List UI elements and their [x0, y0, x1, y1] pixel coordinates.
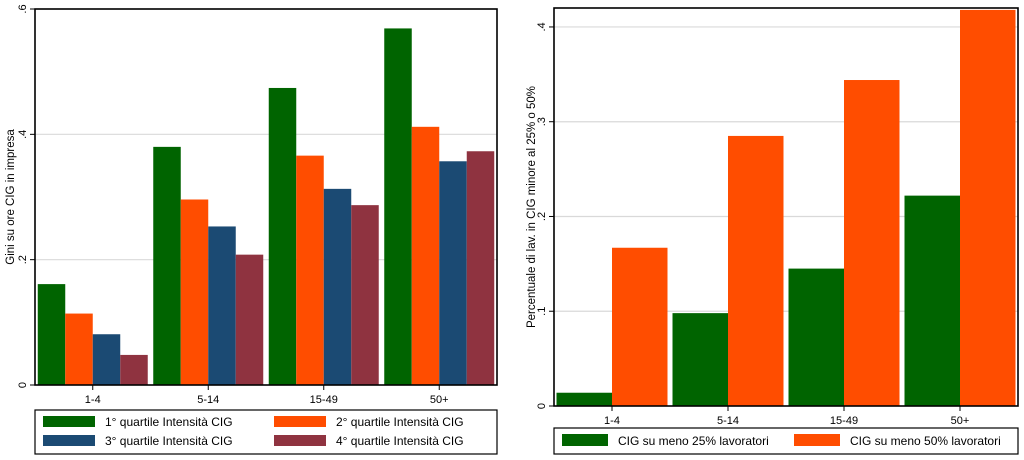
bar-1-4-series-1 — [556, 392, 612, 406]
y-axis-label: Percentuale di lav. in CIG minore al 25%… — [526, 86, 538, 328]
bar-1-4-series-1 — [37, 284, 66, 385]
bar-50+-series-1 — [384, 28, 412, 385]
y-tick-label: 0 — [17, 382, 29, 388]
y-tick-label: .6 — [17, 4, 29, 13]
bar-1-4-series-2 — [65, 313, 93, 385]
bar-5-14-series-3 — [208, 226, 236, 385]
chart-panel-2: 0 .1 .2 .3 .4 1-4 5-14 15-49 50+ Percentuale di l… — [526, 7, 1019, 455]
legend-label-4: 4° quartile Intensità CIG — [336, 434, 464, 448]
legend-box — [553, 427, 1019, 455]
legend-swatch-1 — [43, 416, 95, 427]
bar-15-49-series-1 — [788, 268, 844, 406]
x-tick-label: 5-14 — [197, 394, 219, 406]
bar-5-14-series-2 — [728, 135, 784, 406]
x-tick-label: 50+ — [430, 394, 449, 406]
bar-15-49-series-2 — [844, 80, 900, 407]
x-tick-label: 1-4 — [604, 415, 620, 427]
y-tick-label: .2 — [17, 255, 29, 264]
bar-50+-series-4 — [466, 151, 495, 385]
y-tick-label: 0 — [536, 403, 548, 409]
bar-50+-series-3 — [439, 161, 467, 385]
bar-50+-series-2 — [960, 9, 1016, 407]
legend-label-3: 3° quartile Intensità CIG — [105, 434, 233, 448]
x-tick-label: 5-14 — [717, 415, 739, 427]
chart-panel-1: 0 .2 .4 .6 1-4 5-14 15-49 50+ Gini su ore CIG in… — [5, 4, 498, 455]
y-tick-label: .4 — [17, 130, 29, 139]
x-tick-label: 50+ — [951, 415, 970, 427]
legend-swatch-2 — [274, 416, 326, 427]
y-axis-label: Gini su ore CIG in impresa — [5, 129, 17, 265]
legend-box — [34, 409, 498, 455]
bar-1-4-series-4 — [120, 354, 148, 385]
bar-5-14-series-2 — [180, 199, 209, 385]
bar-50+-series-1 — [904, 195, 960, 406]
legend-swatch-4 — [274, 435, 326, 446]
y-tick-label: .3 — [536, 117, 548, 126]
y-tick-label: .2 — [536, 212, 548, 221]
bar-15-49-series-2 — [296, 155, 324, 385]
bar-15-49-series-1 — [268, 87, 297, 386]
y-tick-label: .1 — [536, 307, 548, 316]
plot-frame — [553, 7, 1019, 407]
x-tick-label: 15-49 — [310, 394, 338, 406]
plot-frame — [34, 8, 498, 386]
legend-label-1: 1° quartile Intensità CIG — [105, 415, 233, 429]
bar-15-49-series-3 — [323, 188, 352, 385]
bar-15-49-series-4 — [351, 205, 379, 385]
legend-label-2: 2° quartile Intensità CIG — [336, 415, 464, 429]
bar-5-14-series-1 — [153, 146, 181, 385]
bar-50+-series-2 — [411, 126, 440, 386]
legend-swatch-1 — [562, 434, 608, 446]
legend-swatch-3 — [43, 435, 95, 446]
bar-5-14-series-4 — [235, 254, 264, 385]
x-tick-label: 15-49 — [830, 415, 858, 427]
bar-1-4-series-2 — [612, 247, 668, 406]
legend-label-1: CIG su meno 25% lavoratori — [618, 434, 769, 448]
legend-label-2: CIG su meno 50% lavoratori — [850, 434, 1001, 448]
bar-5-14-series-1 — [672, 313, 728, 406]
legend-swatch-2 — [794, 434, 840, 446]
bar-1-4-series-3 — [92, 334, 121, 385]
y-tick-label: .4 — [536, 22, 548, 31]
x-tick-label: 1-4 — [85, 394, 101, 406]
